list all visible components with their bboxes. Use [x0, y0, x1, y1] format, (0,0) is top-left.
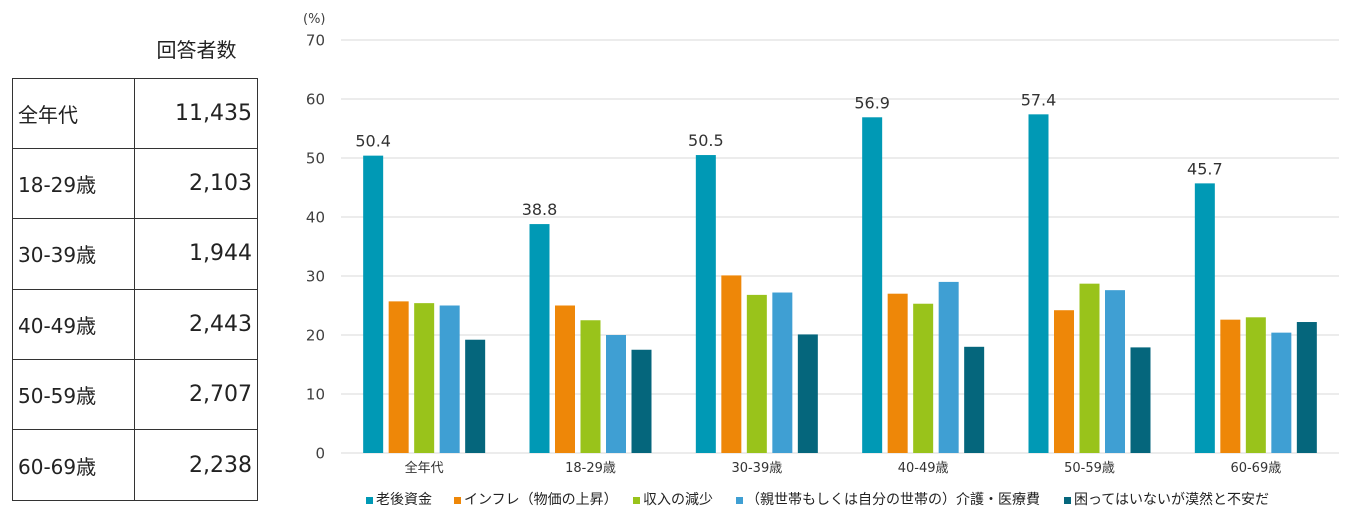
x-category-label: 40-49歳 [898, 461, 949, 476]
row-value: 2,443 [189, 311, 252, 337]
legend-item-retirement-funds: 老後資金 [366, 491, 432, 509]
x-category-label: 18-29歳 [565, 461, 616, 476]
bar-inflation [388, 301, 409, 453]
table-row: 40-49歳 2,443 [13, 289, 257, 360]
table-row: 30-39歳 1,944 [13, 219, 257, 290]
row-label: 全年代 [13, 79, 135, 149]
y-tick-label: 40 [306, 209, 325, 227]
x-category-label: 全年代 [405, 460, 444, 476]
bar-retirement-funds [1194, 183, 1215, 453]
respondents-table: 全年代 11,435 18-29歳 2,103 30-39歳 1,944 40-… [12, 78, 258, 502]
bar-care-medical-costs [1105, 290, 1125, 453]
bar-vague-anxiety [964, 346, 985, 453]
row-label: 40-49歳 [13, 289, 135, 359]
data-label: 45.7 [1187, 159, 1223, 178]
bar-retirement-funds [1028, 114, 1049, 453]
bar-vague-anxiety [1296, 322, 1317, 453]
row-label: 30-39歳 [13, 219, 135, 289]
bar-group: 50.4 [355, 132, 486, 453]
bar-group: 45.7 [1187, 159, 1317, 453]
bar-vague-anxiety [631, 349, 652, 453]
y-tick-label: 10 [306, 386, 325, 404]
row-label: 60-69歳 [13, 429, 135, 501]
legend-item-care-medical-costs: （親世帯もしくは自分の世帯の）介護・医療費 [736, 491, 1040, 509]
bar-income-decrease [746, 294, 767, 453]
bar-care-medical-costs [772, 292, 793, 453]
y-tick-label: 60 [306, 91, 325, 109]
bar-income-decrease [913, 303, 934, 453]
bar-group: 50.5 [688, 131, 818, 454]
row-value: 11,435 [175, 101, 252, 127]
bar-group: 56.9 [854, 93, 985, 453]
legend-label: （親世帯もしくは自分の世帯の）介護・医療費 [746, 492, 1040, 508]
table-row: 全年代 11,435 [13, 79, 257, 150]
bar-care-medical-costs [938, 281, 959, 453]
table-row: 18-29歳 2,103 [13, 149, 257, 220]
legend-swatch [366, 496, 373, 504]
bar-inflation [887, 293, 908, 453]
row-value: 2,103 [189, 171, 252, 197]
y-axis-unit: (%) [303, 12, 326, 27]
data-label: 50.4 [355, 132, 391, 151]
data-label: 56.9 [854, 93, 890, 112]
y-tick-label: 30 [306, 268, 325, 286]
bar-care-medical-costs [606, 335, 626, 453]
legend-swatch [736, 496, 743, 504]
data-label: 38.8 [522, 200, 558, 219]
bar-income-decrease [580, 320, 601, 453]
legend-item-vague-anxiety: 困ってはいないが漠然と不安だ [1064, 491, 1269, 509]
bar-inflation [1220, 319, 1241, 453]
table-row: 60-69歳 2,238 [13, 429, 257, 501]
row-value: 2,707 [189, 381, 252, 407]
bar-group: 57.4 [1021, 90, 1151, 453]
legend-swatch [454, 496, 461, 504]
bar-income-decrease [1079, 283, 1100, 453]
legend-item-income-decrease: 収入の減少 [633, 491, 713, 509]
bar-vague-anxiety [797, 334, 818, 453]
bar-retirement-funds [862, 117, 883, 453]
y-tick-label: 20 [306, 327, 325, 345]
bar-income-decrease [1245, 317, 1266, 453]
y-tick-label: 70 [306, 32, 325, 50]
bar-inflation [1054, 310, 1074, 453]
bar-retirement-funds [529, 224, 550, 453]
bar-income-decrease [414, 303, 435, 453]
legend-label: 収入の減少 [643, 492, 713, 508]
data-label: 50.5 [688, 131, 724, 150]
y-tick-label: 50 [306, 150, 325, 168]
x-category-label: 60-69歳 [1230, 461, 1281, 476]
legend-label: 困ってはいないが漠然と不安だ [1074, 492, 1270, 508]
bar-retirement-funds [695, 155, 716, 454]
x-category-label: 30-39歳 [731, 461, 782, 476]
legend-swatch [1064, 496, 1071, 504]
y-tick-label: 0 [315, 445, 325, 463]
row-value: 2,238 [189, 452, 252, 478]
table-row: 50-59歳 2,707 [13, 359, 257, 430]
bar-inflation [555, 305, 575, 453]
row-label: 18-29歳 [13, 149, 135, 219]
row-value: 1,944 [189, 241, 252, 267]
bar-care-medical-costs [1271, 332, 1292, 453]
bar-vague-anxiety [1130, 347, 1151, 453]
bar-retirement-funds [363, 155, 384, 453]
row-label: 50-59歳 [13, 359, 135, 429]
x-category-label: 50-59歳 [1064, 461, 1115, 476]
data-label: 57.4 [1021, 90, 1057, 109]
bar-group: 38.8 [522, 200, 652, 453]
legend-item-inflation: インフレ（物価の上昇） [454, 491, 618, 509]
bar-inflation [721, 275, 742, 453]
legend-label: 老後資金 [376, 492, 432, 508]
legend-label: インフレ（物価の上昇） [464, 492, 618, 508]
table-header: 回答者数 [156, 38, 237, 62]
legend-swatch [633, 496, 640, 504]
bar-care-medical-costs [439, 305, 460, 453]
bar-vague-anxiety [465, 339, 486, 453]
